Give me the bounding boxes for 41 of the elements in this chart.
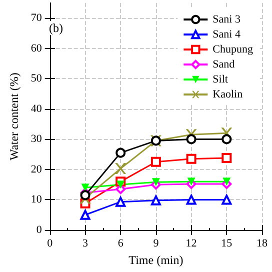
x-tick-label: 3 bbox=[82, 238, 88, 250]
y-tick-label: 50 bbox=[30, 72, 42, 85]
legend-label: Kaolin bbox=[212, 88, 244, 100]
x-tick-label: 12 bbox=[186, 238, 197, 250]
x-axis-title: Time (min) bbox=[128, 252, 184, 267]
point bbox=[222, 134, 232, 144]
point bbox=[150, 195, 161, 206]
legend-label: Sani 4 bbox=[212, 28, 241, 40]
y-tick-label: 0 bbox=[36, 224, 42, 236]
x-tick-label: 9 bbox=[153, 238, 160, 250]
point bbox=[222, 178, 231, 186]
x-tick-label: 0 bbox=[47, 238, 54, 250]
y-tick-label: 70 bbox=[30, 12, 42, 24]
point bbox=[152, 178, 160, 186]
legend-label: Sand bbox=[212, 58, 236, 70]
point bbox=[222, 194, 232, 205]
point bbox=[116, 196, 126, 207]
point bbox=[187, 178, 196, 186]
point bbox=[222, 152, 232, 163]
y-tick-label: 40 bbox=[30, 102, 42, 115]
y-tick-label: 20 bbox=[30, 163, 42, 176]
point bbox=[116, 180, 125, 189]
legend-label: Chupung bbox=[212, 44, 254, 56]
point bbox=[186, 194, 196, 205]
point bbox=[116, 148, 126, 158]
legend-label: Silt bbox=[212, 74, 228, 86]
x-tick-label: 6 bbox=[118, 238, 124, 250]
point bbox=[186, 134, 196, 144]
point bbox=[150, 156, 161, 167]
y-tick-label: 30 bbox=[30, 133, 42, 146]
x-tick-label: 18 bbox=[256, 238, 268, 250]
y-tick-label: 60 bbox=[30, 42, 42, 54]
y-tick-label: 10 bbox=[30, 194, 42, 206]
point bbox=[115, 163, 126, 174]
point bbox=[80, 190, 90, 200]
annotation: (b) bbox=[49, 21, 63, 35]
point bbox=[186, 154, 196, 164]
x-tick-label: 15 bbox=[221, 238, 233, 250]
legend-label: Sani 3 bbox=[212, 14, 241, 26]
y-axis-title: Water content (%) bbox=[7, 72, 21, 160]
point bbox=[80, 210, 90, 220]
